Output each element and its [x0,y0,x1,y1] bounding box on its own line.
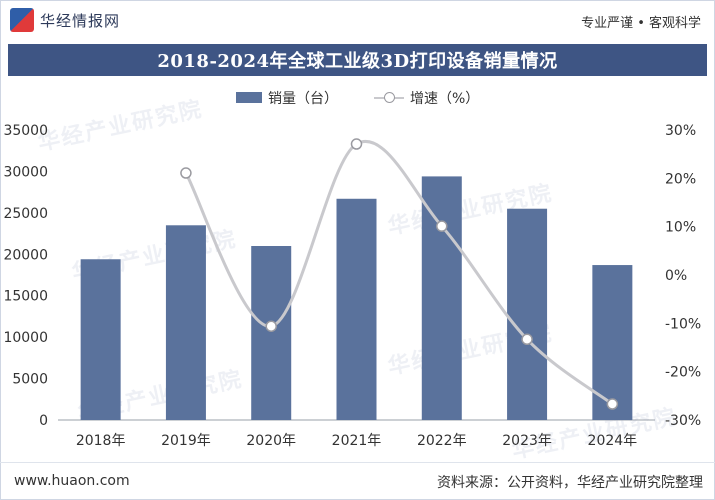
y-left-tick-label: 20000 [3,247,48,263]
y-right-tick-label: 30% [665,123,696,139]
legend-line-marker-icon [384,92,395,103]
brand-logo[interactable]: 华经情报网 [10,8,120,32]
x-tick-label: 2022年 [417,433,467,449]
y-right-tick-label: 0% [665,268,687,284]
chart-legend: 销量（台） 增速（%） [0,86,715,108]
header: 华经情报网 专业严谨 • 客观科学 [0,0,715,40]
chart-title-bar: 2018-2024年全球工业级3D打印设备销量情况 [8,44,707,76]
x-tick-label: 2018年 [76,433,126,449]
bar-sales [592,265,633,420]
bar-sales [507,208,548,420]
y-right-tick-label: 10% [665,220,696,236]
bar-sales [251,246,292,420]
bar-sales [421,176,462,420]
footer-url[interactable]: www.huaon.com [14,473,130,489]
y-left-tick-label: 5000 [12,372,48,388]
y-left-tick-label: 15000 [3,289,48,305]
legend-line-label: 增速（%） [410,91,480,107]
y-left-tick-label: 30000 [3,164,48,180]
brand-logo-icon [10,8,34,32]
y-right-tick-label: -20% [665,365,701,381]
growth-point [265,320,277,332]
y-left-tick-label: 0 [39,413,48,429]
y-left-tick-label: 35000 [3,123,48,139]
legend-bar-label: 销量（台） [268,91,338,107]
bar-sales [165,225,206,420]
growth-line [184,140,614,406]
y-right-tick-label: 20% [665,171,696,187]
x-tick-label: 2021年 [332,433,382,449]
legend-bar-swatch [236,92,262,103]
growth-point [180,167,192,179]
brand-slogan: 专业严谨 • 客观科学 [581,16,701,31]
y-left-tick-label: 10000 [3,330,48,346]
x-tick-label: 2019年 [161,433,211,449]
bar-sales [80,259,121,420]
brand-name: 华经情报网 [40,11,121,30]
footer: www.huaon.com 资料来源：公开资料，华经产业研究院整理 [0,462,715,500]
x-tick-label: 2024年 [588,433,638,449]
footer-source: 资料来源：公开资料，华经产业研究院整理 [437,475,703,491]
growth-point [606,398,619,410]
chart-title: 2018-2024年全球工业级3D打印设备销量情况 [157,51,558,72]
y-right-tick-label: -10% [665,316,701,332]
bar-sales [336,198,377,420]
y-left-tick-label: 25000 [3,206,48,222]
growth-point [350,138,363,150]
x-tick-label: 2020年 [246,433,296,449]
growth-point [436,220,448,232]
growth-point [521,333,533,346]
y-right-tick-label: -30% [665,413,701,429]
x-tick-label: 2023年 [502,433,552,449]
